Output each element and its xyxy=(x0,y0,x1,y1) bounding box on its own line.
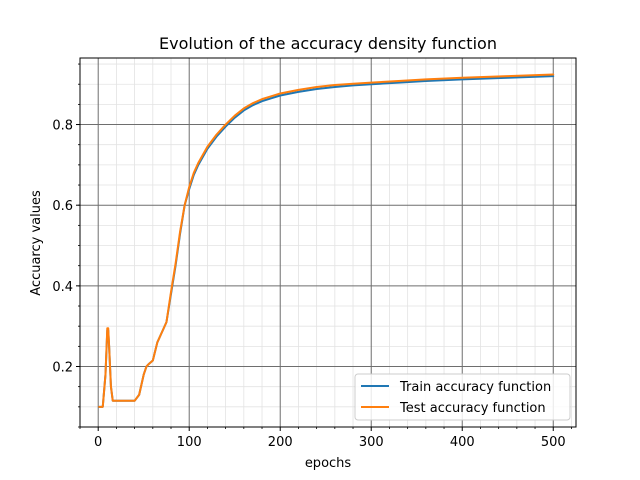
plot-frame xyxy=(79,57,577,428)
x-tick-label: 0 xyxy=(94,435,102,450)
y-tick-label: 0.4 xyxy=(52,280,73,295)
legend: Train accuracy function Test accuracy fu… xyxy=(354,373,571,421)
legend-label-train: Train accuracy function xyxy=(399,380,551,395)
plot-background xyxy=(80,58,576,427)
minor-grid xyxy=(79,58,576,428)
y-tick-label: 0.8 xyxy=(52,119,73,134)
legend-label-test: Test accuracy function xyxy=(399,401,546,416)
series-line-test xyxy=(98,73,555,408)
x-tick-label: 400 xyxy=(450,435,475,450)
x-axis-label: epochs xyxy=(305,456,352,471)
y-tick-label: 0.6 xyxy=(52,199,73,214)
x-tick-label: 500 xyxy=(541,435,566,450)
y-axis-label: Accuarcy values xyxy=(29,190,44,296)
chart-title: Evolution of the accuracy density functi… xyxy=(159,34,497,53)
y-axis: 0.2 0.4 0.6 0.8 xyxy=(52,63,80,428)
x-tick-label: 100 xyxy=(177,435,202,450)
series-layer xyxy=(98,73,555,408)
major-grid xyxy=(80,58,576,427)
x-tick-label: 200 xyxy=(268,435,293,450)
x-axis: 0 100 200 300 400 500 xyxy=(79,427,572,450)
y-tick-label: 0.2 xyxy=(52,361,73,376)
x-tick-label: 300 xyxy=(359,435,384,450)
legend-box xyxy=(354,373,571,421)
